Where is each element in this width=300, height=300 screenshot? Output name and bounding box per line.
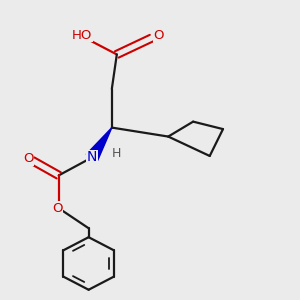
Text: O: O bbox=[154, 29, 164, 42]
Text: H: H bbox=[112, 147, 122, 161]
Text: O: O bbox=[23, 152, 34, 166]
Text: O: O bbox=[52, 202, 62, 215]
Text: N: N bbox=[87, 151, 97, 164]
Text: HO: HO bbox=[72, 28, 92, 41]
Polygon shape bbox=[86, 128, 112, 160]
